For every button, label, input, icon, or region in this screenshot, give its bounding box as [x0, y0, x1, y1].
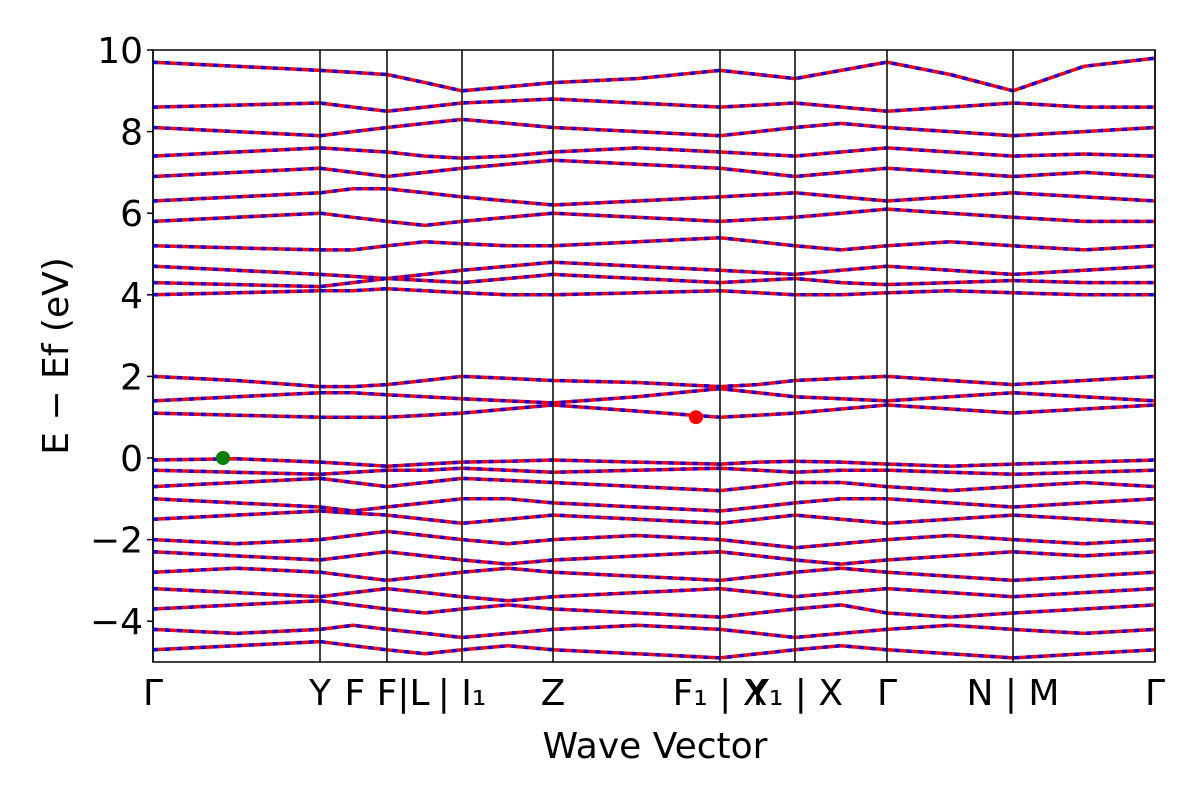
band-line [153, 529, 1155, 550]
band-line-dashed [153, 235, 1155, 252]
y-tick-label: −2 [90, 521, 143, 562]
x-axis-label: Wave Vector [543, 726, 768, 767]
band-line-dashed [153, 386, 1155, 405]
x-tick-label: Γ [877, 673, 897, 714]
band-line-dashed [153, 374, 1155, 389]
y-tick-label: 4 [120, 276, 143, 317]
y-axis-label: E − Ef (eV) [36, 257, 77, 455]
band-line [153, 386, 1155, 405]
bands [153, 56, 1155, 660]
band-line [153, 207, 1155, 228]
band-line [153, 158, 1155, 179]
band-line [153, 186, 1155, 207]
y-tick-label: 10 [97, 31, 143, 72]
x-tick-label: F₁ | X [673, 673, 768, 714]
band-line-dashed [153, 466, 1155, 477]
x-tick-label: N | M [966, 673, 1059, 714]
x-tick-label: | I₁ [438, 673, 487, 714]
y-tick-label: 8 [120, 113, 143, 154]
band-line [153, 550, 1155, 566]
y-tick-label: 6 [120, 194, 143, 235]
plot-frame [152, 49, 1156, 663]
x-tick-label: Y₁ | X [746, 673, 843, 714]
band-line-dashed [153, 186, 1155, 207]
x-tick-label: Γ [1145, 673, 1165, 714]
band-line [153, 272, 1155, 289]
band-line-dashed [153, 286, 1155, 297]
band-line [153, 260, 1155, 281]
band-edge-marker [689, 410, 703, 425]
band-line [153, 97, 1155, 113]
band-line [153, 623, 1155, 640]
band-line [153, 566, 1155, 583]
y-tick-label: −4 [90, 602, 143, 643]
band-line [153, 639, 1155, 660]
band-line-dashed [153, 260, 1155, 281]
band-line-dashed [153, 403, 1155, 419]
band-line-dashed [153, 457, 1155, 468]
band-line-dashed [153, 146, 1155, 160]
x-tick-label: Z [541, 673, 566, 714]
y-tick-label: 2 [120, 357, 143, 398]
band-line [153, 56, 1155, 93]
x-tick-label: Γ [143, 673, 163, 714]
x-tick-label: F F|L [344, 673, 429, 714]
band-line [153, 509, 1155, 526]
band-line [153, 476, 1155, 493]
band-line [153, 599, 1155, 619]
band-line [153, 497, 1155, 513]
band-line [153, 117, 1155, 138]
band-line [153, 586, 1155, 603]
band-line-dashed [153, 56, 1155, 93]
band-edge-marker [216, 451, 230, 465]
y-tick-label: 0 [120, 439, 143, 480]
x-tick-label: Y [308, 673, 332, 714]
